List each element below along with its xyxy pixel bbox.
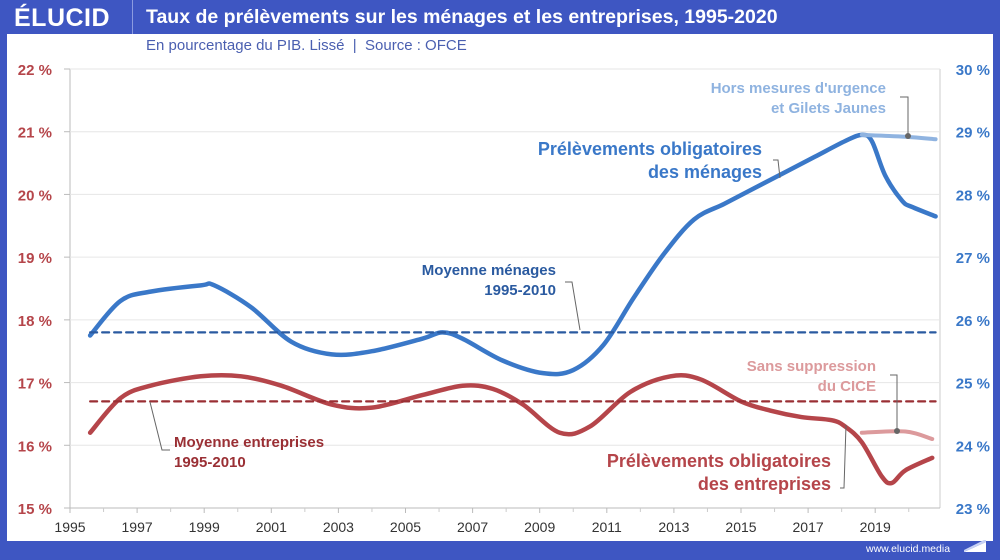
x-tick-label: 2007 [457,519,488,535]
x-tick-label: 1999 [189,519,220,535]
series-menages [87,132,938,377]
x-tick-label: 2019 [860,519,891,535]
y-tick-label-right: 26 % [956,313,990,330]
annotation-hors-mesures: et Gilets Jaunes [771,100,886,117]
x-tick-label: 2011 [592,519,622,535]
annotation-entreprises: des entreprises [698,474,831,494]
x-tick-label: 2009 [524,519,555,535]
x-axis: 1995 1997 1999 2001 2003 2005 2007 2009 2011 2013… [54,508,910,535]
y-axis-right: 23 % 24 % 25 % 26 % 27 % 28 % 29 % 30 % [956,62,990,518]
y-tick-label-right: 29 % [956,125,990,142]
annotation-moyenne-entreprises: 1995-2010 [174,454,246,471]
annotation-moyenne-menages: 1995-2010 [484,282,556,299]
chart-subtitle: En pourcentage du PIB. Lissé | Source : … [146,37,467,54]
leader-entreprises [840,424,847,489]
x-tick-label: 2013 [658,519,689,535]
x-tick-label: 1997 [122,519,153,535]
chart-title: Taux de prélèvements sur les ménages et … [146,6,778,28]
series-entreprises [87,372,935,486]
y-tick-label-left: 18 % [18,313,52,330]
leader-dot-hors-mesures [905,133,911,139]
x-tick-label: 2001 [256,519,287,535]
leader-sans-cice [890,374,898,430]
y-tick-label-right: 27 % [956,250,990,267]
x-tick-label: 2017 [793,519,824,535]
annotation-moyenne-entreprises: Moyenne entreprises [174,434,324,451]
leader-hors-mesures [900,96,909,135]
annotation-menages: Prélèvements obligatoires [538,139,762,159]
annotation-sans-cice: du CICE [818,378,876,395]
x-tick-label: 2003 [323,519,354,535]
x-tick-label: 2005 [390,519,421,535]
annotation-menages: des ménages [648,162,762,182]
y-tick-label-left: 19 % [18,250,52,267]
y-tick-label-left: 21 % [18,125,52,142]
leader-moyenne-entreprises [149,401,170,451]
series-group [87,132,938,486]
y-tick-label-left: 15 % [18,501,52,518]
y-axis-left: 15 % 16 % 17 % 18 % 19 % 20 % 21 % 22 % [18,62,70,518]
leader-dot-sans-cice [894,428,900,434]
y-tick-label-left: 16 % [18,438,52,455]
x-tick-label: 2015 [725,519,756,535]
y-tick-label-right: 30 % [956,62,990,79]
header-divider [132,0,133,34]
y-tick-label-left: 22 % [18,62,52,79]
annotations: Prélèvements obligatoires des ménages Hors… [149,80,911,494]
y-tick-label-right: 23 % [956,501,990,518]
leader-menages [773,159,781,179]
annotation-sans-cice: Sans suppression [747,358,876,375]
series-sans-suppression-cice [859,429,935,442]
annotation-entreprises: Prélèvements obligatoires [607,451,831,471]
y-tick-label-right: 25 % [956,376,990,393]
footer-url[interactable]: www.elucid.media [866,543,951,555]
header-bar: ÉLUCID Taux de prélèvements sur les ména… [0,0,1000,34]
elucid-logo: ÉLUCID [14,4,111,32]
annotation-moyenne-menages: Moyenne ménages [422,262,556,279]
y-tick-label-right: 24 % [956,438,990,455]
x-tick-label: 1995 [54,519,85,535]
gridlines [69,68,941,509]
y-tick-label-right: 28 % [956,187,990,204]
elucid-footer-icon [964,540,986,552]
y-tick-label-left: 20 % [18,187,52,204]
leader-moyenne-menages [565,281,581,331]
annotation-hors-mesures: Hors mesures d'urgence [711,80,886,97]
y-tick-label-left: 17 % [18,376,52,393]
